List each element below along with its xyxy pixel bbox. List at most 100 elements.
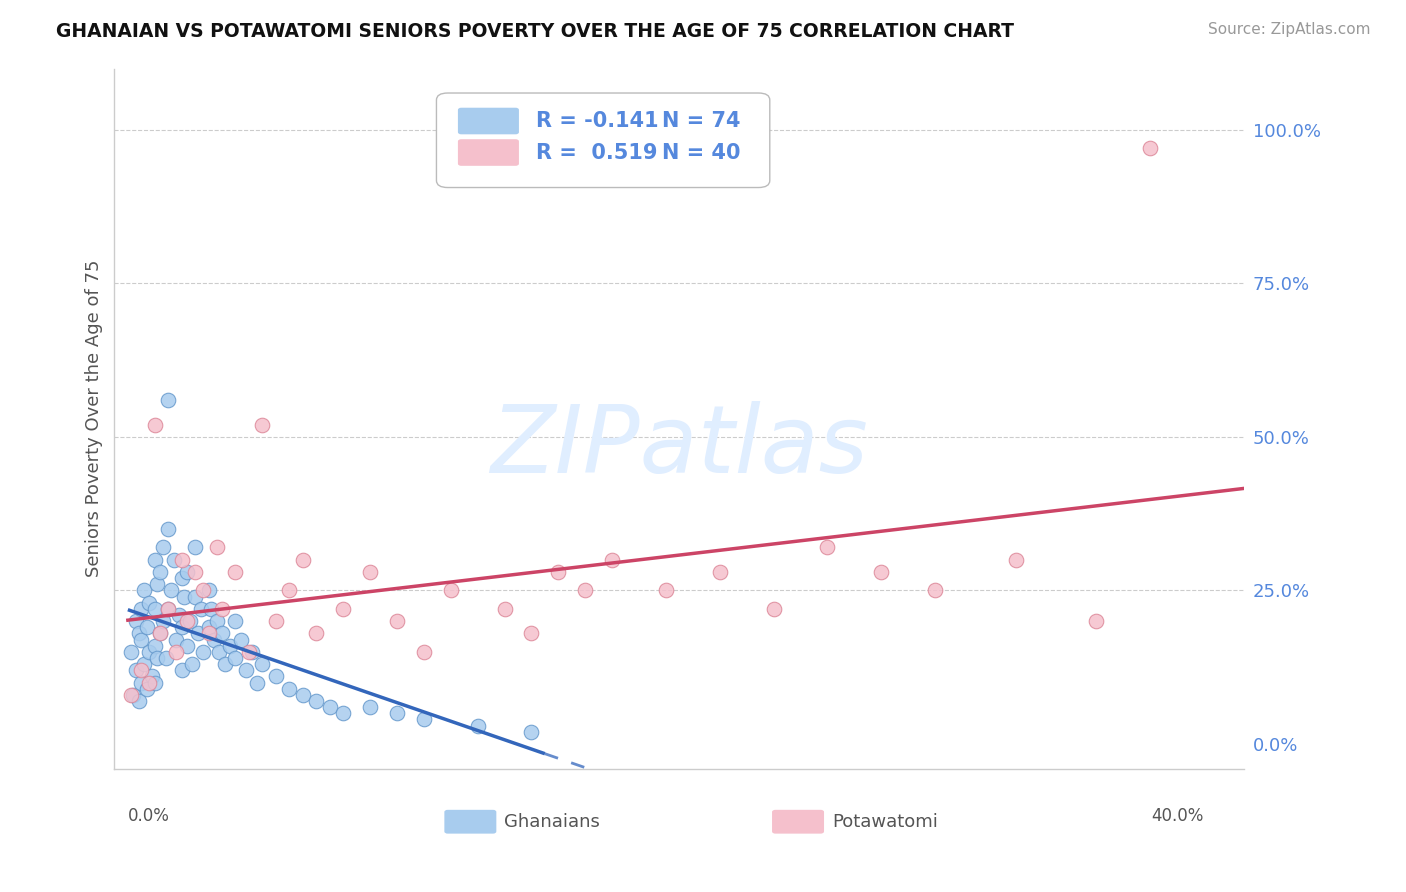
- Point: [359, 700, 381, 714]
- Point: [141, 669, 163, 683]
- Point: [157, 602, 180, 616]
- FancyBboxPatch shape: [436, 93, 770, 187]
- Point: [197, 583, 219, 598]
- Point: [128, 694, 150, 708]
- Point: [600, 553, 623, 567]
- FancyBboxPatch shape: [458, 139, 519, 166]
- Point: [547, 565, 569, 579]
- Point: [655, 583, 678, 598]
- Point: [135, 620, 157, 634]
- Point: [229, 632, 252, 647]
- Point: [125, 663, 148, 677]
- Text: N = 40: N = 40: [662, 143, 741, 162]
- Point: [305, 694, 328, 708]
- Text: R =  0.519: R = 0.519: [536, 143, 658, 162]
- Y-axis label: Seniors Poverty Over the Age of 75: Seniors Poverty Over the Age of 75: [86, 260, 103, 577]
- Point: [1085, 614, 1108, 628]
- Point: [924, 583, 946, 598]
- Point: [278, 681, 301, 696]
- Point: [143, 602, 166, 616]
- Point: [132, 583, 155, 598]
- Text: 40.0%: 40.0%: [1152, 807, 1204, 825]
- Point: [412, 645, 434, 659]
- Text: Source: ZipAtlas.com: Source: ZipAtlas.com: [1208, 22, 1371, 37]
- Point: [170, 553, 193, 567]
- Point: [815, 541, 838, 555]
- Point: [197, 626, 219, 640]
- Point: [305, 626, 328, 640]
- Point: [138, 596, 160, 610]
- Point: [870, 565, 893, 579]
- Point: [176, 614, 198, 628]
- Point: [190, 602, 212, 616]
- Point: [385, 706, 408, 721]
- Point: [170, 571, 193, 585]
- Point: [146, 577, 169, 591]
- Point: [574, 583, 596, 598]
- Point: [125, 614, 148, 628]
- Point: [167, 607, 190, 622]
- Point: [762, 602, 785, 616]
- Point: [131, 632, 153, 647]
- Point: [184, 541, 207, 555]
- Point: [224, 651, 246, 665]
- Point: [193, 583, 215, 598]
- Point: [440, 583, 463, 598]
- Point: [278, 583, 301, 598]
- Point: [291, 688, 314, 702]
- FancyBboxPatch shape: [772, 810, 824, 834]
- Point: [520, 724, 543, 739]
- Point: [520, 626, 543, 640]
- Point: [385, 614, 408, 628]
- Text: Ghanaians: Ghanaians: [505, 813, 600, 830]
- Point: [211, 626, 233, 640]
- Point: [291, 553, 314, 567]
- Point: [152, 614, 174, 628]
- FancyBboxPatch shape: [444, 810, 496, 834]
- Point: [170, 620, 193, 634]
- Point: [131, 663, 153, 677]
- Point: [494, 602, 516, 616]
- Point: [208, 645, 231, 659]
- Point: [149, 565, 172, 579]
- Point: [128, 626, 150, 640]
- Point: [184, 565, 207, 579]
- Point: [146, 651, 169, 665]
- Point: [238, 645, 260, 659]
- Point: [197, 620, 219, 634]
- Point: [120, 688, 142, 702]
- Text: N = 74: N = 74: [662, 111, 741, 131]
- Point: [318, 700, 340, 714]
- Text: ZIPatlas: ZIPatlas: [491, 401, 869, 492]
- Point: [132, 657, 155, 672]
- Point: [200, 602, 222, 616]
- Text: Potawatomi: Potawatomi: [832, 813, 938, 830]
- Point: [179, 614, 201, 628]
- Point: [332, 602, 354, 616]
- Point: [205, 541, 228, 555]
- Point: [149, 626, 172, 640]
- Point: [193, 645, 215, 659]
- Point: [155, 651, 177, 665]
- Point: [173, 590, 195, 604]
- Point: [252, 417, 274, 432]
- Point: [264, 614, 287, 628]
- Point: [170, 663, 193, 677]
- Point: [120, 645, 142, 659]
- Point: [467, 718, 489, 732]
- Point: [181, 657, 204, 672]
- Point: [157, 393, 180, 408]
- Point: [246, 675, 269, 690]
- Point: [165, 645, 187, 659]
- Point: [224, 565, 246, 579]
- Point: [1004, 553, 1026, 567]
- Point: [240, 645, 263, 659]
- Point: [214, 657, 236, 672]
- Point: [252, 657, 274, 672]
- FancyBboxPatch shape: [458, 108, 519, 135]
- Point: [187, 626, 209, 640]
- Point: [138, 645, 160, 659]
- Text: R = -0.141: R = -0.141: [536, 111, 658, 131]
- Point: [165, 632, 187, 647]
- Point: [176, 565, 198, 579]
